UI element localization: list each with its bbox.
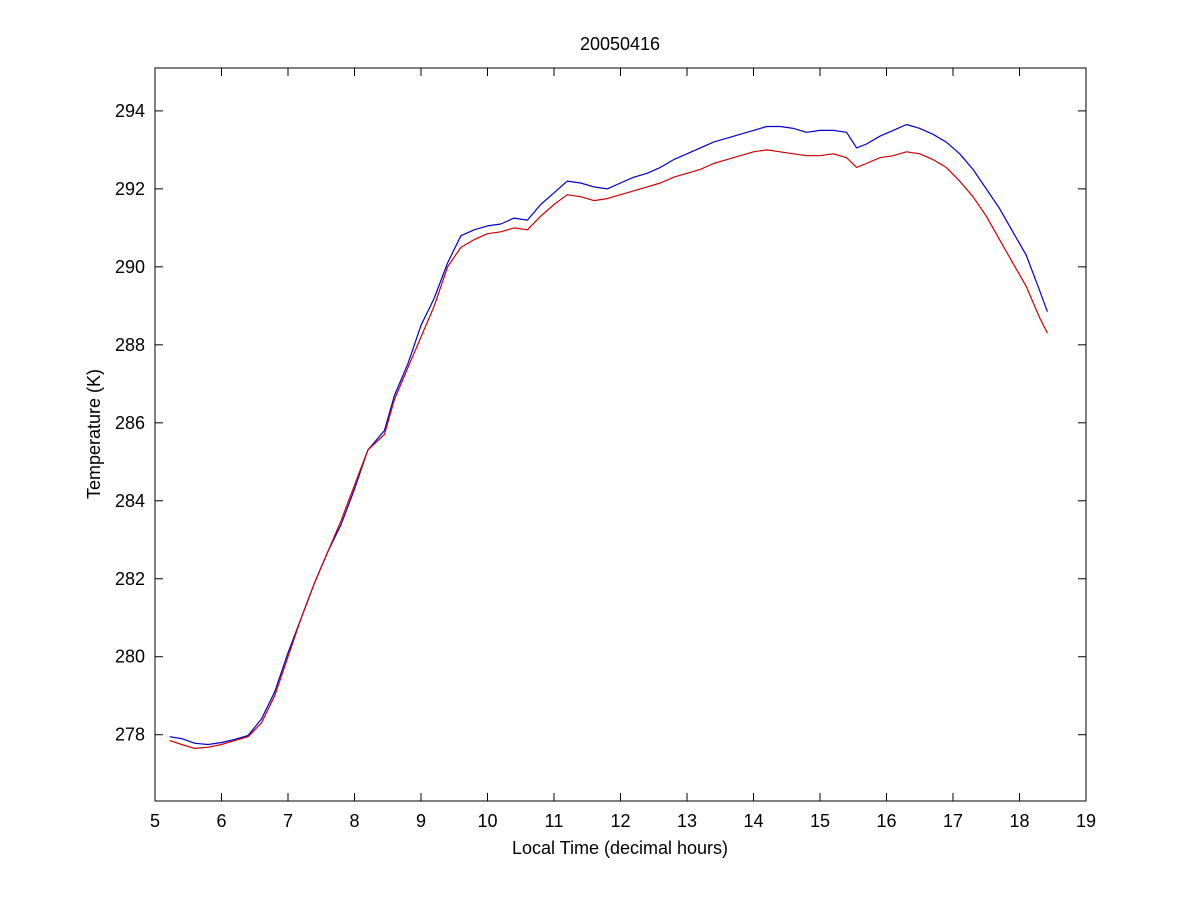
y-tick-label: 284 xyxy=(115,491,145,511)
y-tick-label: 286 xyxy=(115,413,145,433)
x-tick-label: 10 xyxy=(477,811,497,831)
y-tick-label: 282 xyxy=(115,569,145,589)
x-tick-label: 18 xyxy=(1009,811,1029,831)
x-tick-label: 7 xyxy=(283,811,293,831)
series-line-2 xyxy=(169,149,1048,750)
x-tick-label: 13 xyxy=(677,811,697,831)
x-tick-label: 17 xyxy=(943,811,963,831)
x-tick-label: 15 xyxy=(810,811,830,831)
y-tick-label: 278 xyxy=(115,725,145,745)
y-tick-label: 288 xyxy=(115,335,145,355)
plot-frame xyxy=(154,67,1087,802)
x-tick-label: 6 xyxy=(216,811,226,831)
x-tick-label: 11 xyxy=(545,811,564,831)
y-tick-label: 280 xyxy=(115,647,145,667)
x-tick-label: 14 xyxy=(743,811,763,831)
x-tick-label: 9 xyxy=(416,811,426,831)
y-tick-label: 294 xyxy=(115,101,145,121)
x-tick-label: 16 xyxy=(876,811,896,831)
x-tick-label: 19 xyxy=(1076,811,1096,831)
x-tick-label: 8 xyxy=(349,811,359,831)
y-axis-label: Temperature (K) xyxy=(84,369,104,499)
x-axis-label: Local Time (decimal hours) xyxy=(512,838,728,858)
axis-ticks: 5 6 7 8 9 10 11 12 13 14 15 16 17 18 19 278 280 282 284 286… xyxy=(115,68,1096,831)
series-lines xyxy=(169,123,1048,750)
x-tick-label: 5 xyxy=(150,811,160,831)
y-tick-label: 290 xyxy=(115,257,145,277)
y-tick-label: 292 xyxy=(115,179,145,199)
chart-title: 20050416 xyxy=(580,34,660,54)
x-tick-label: 12 xyxy=(610,811,630,831)
